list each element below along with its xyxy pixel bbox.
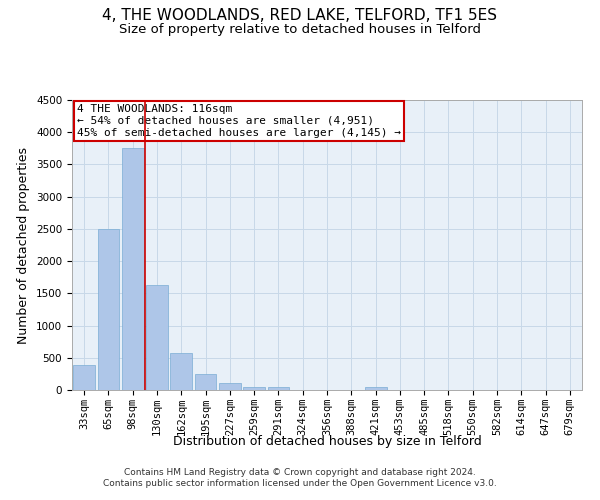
Bar (122, 148, 143, 390)
Text: Size of property relative to detached houses in Telford: Size of property relative to detached ho… (119, 22, 481, 36)
Bar (243, 387, 265, 390)
Bar (170, 352, 192, 390)
Bar (146, 285, 168, 390)
Text: Contains HM Land Registry data © Crown copyright and database right 2024.
Contai: Contains HM Land Registry data © Crown c… (103, 468, 497, 487)
Bar (73, 365, 95, 390)
Text: 4 THE WOODLANDS: 116sqm
← 54% of detached houses are smaller (4,951)
45% of semi: 4 THE WOODLANDS: 116sqm ← 54% of detache… (77, 104, 401, 138)
Bar (219, 383, 241, 390)
Bar (194, 374, 217, 390)
Text: 4, THE WOODLANDS, RED LAKE, TELFORD, TF1 5ES: 4, THE WOODLANDS, RED LAKE, TELFORD, TF1… (103, 8, 497, 22)
Bar (365, 387, 386, 390)
Text: Distribution of detached houses by size in Telford: Distribution of detached houses by size … (173, 435, 481, 448)
Y-axis label: Number of detached properties: Number of detached properties (17, 146, 31, 344)
Bar (268, 388, 289, 390)
Bar (97, 229, 119, 390)
